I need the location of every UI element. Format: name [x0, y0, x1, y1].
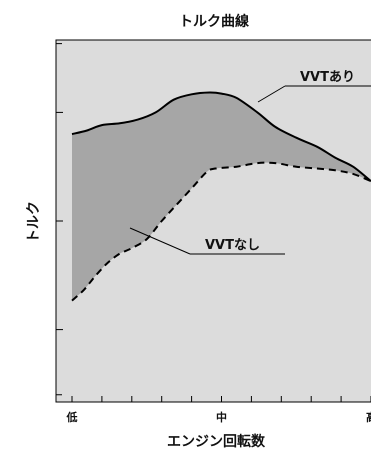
series-label-vvt-nashi: VVTなし: [205, 238, 260, 253]
y-axis-title: トルク: [26, 201, 42, 243]
y-axis-ticks: [56, 43, 63, 396]
x-tick-label: 高: [366, 410, 371, 424]
chart-title: トルク曲線: [179, 13, 249, 30]
annotation-leader-vvt-nashi: [129, 227, 191, 255]
x-axis-tick-labels: 低中高: [66, 410, 371, 424]
series-line-vvt-ari: [71, 91, 371, 182]
fill-between-series: [72, 92, 371, 301]
x-tick-label: 中: [216, 410, 227, 424]
x-tick-label: 低: [66, 410, 78, 424]
x-axis-title: エンジン回転数: [167, 433, 266, 450]
series-label-vvt-ari: VVTあり: [300, 70, 355, 85]
x-axis-ticks: [71, 396, 371, 402]
annotation-leader-vvt-ari: [257, 85, 286, 103]
series-line-vvt-nashi: [71, 161, 371, 302]
